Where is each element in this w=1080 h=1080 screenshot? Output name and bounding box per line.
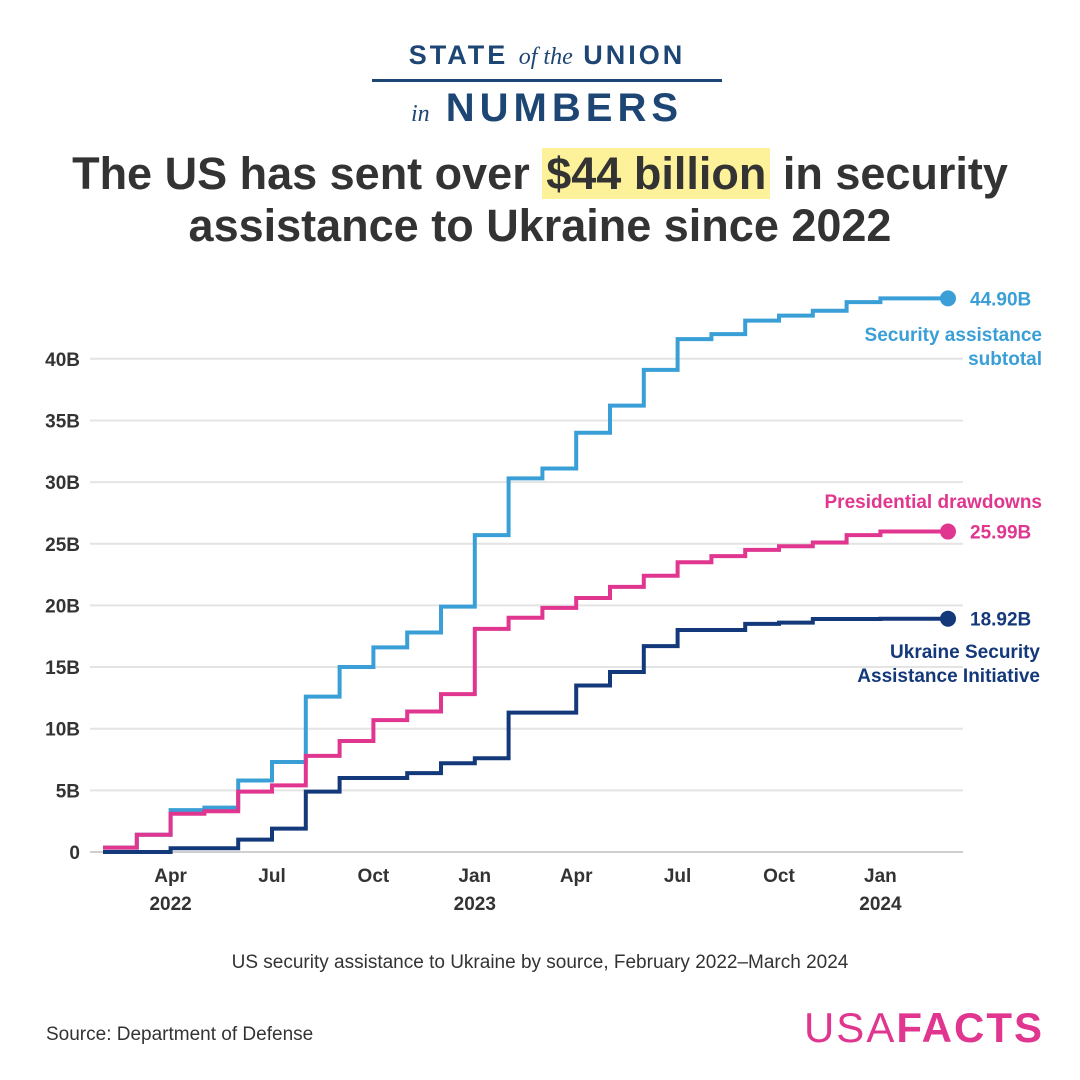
title-highlight: $44 billion	[542, 148, 771, 199]
logo-text: STATE	[408, 40, 509, 70]
y-tick-label: 25B	[45, 535, 80, 556]
x-tick-year: 2023	[454, 894, 496, 915]
logo-rule	[372, 79, 722, 82]
series-label: Security assistance	[865, 325, 1042, 346]
title-text: The US has sent over	[72, 148, 530, 199]
y-tick-label: 35B	[45, 411, 80, 432]
brand-text: FACTS	[896, 1004, 1044, 1051]
logo-text: of the	[518, 44, 573, 70]
title-text: in security assistance to Ukraine since …	[188, 148, 1008, 251]
series-label: Presidential drawdowns	[825, 492, 1043, 513]
chart-caption: US security assistance to Ukraine by sou…	[231, 952, 849, 973]
series-label: Ukraine Security	[890, 642, 1040, 663]
y-tick-label: 0	[69, 843, 80, 864]
x-tick-label: Jul	[664, 866, 691, 887]
x-tick-label: Apr	[154, 866, 187, 887]
x-tick-label: Apr	[560, 866, 593, 887]
x-tick-label: Jan	[458, 866, 491, 887]
logo-text: NUMBERS	[445, 86, 684, 130]
end-point-marker	[940, 610, 956, 627]
series-line-0	[103, 296, 948, 850]
brand-text: USA	[803, 1004, 897, 1051]
source-note: Source: Department of Defense	[46, 1024, 314, 1045]
x-tick-label: Jul	[258, 866, 285, 887]
y-tick-label: 40B	[45, 350, 80, 371]
y-tick-label: 10B	[45, 720, 80, 741]
y-tick-label: 5B	[56, 781, 80, 802]
y-tick-label: 30B	[45, 473, 80, 494]
x-tick-label: Oct	[763, 866, 795, 887]
x-tick-label: Jan	[864, 866, 897, 887]
end-point-marker	[940, 290, 956, 307]
x-tick-label: Oct	[358, 866, 390, 887]
chart-title: The US has sent over $44 billion in secu…	[0, 148, 1080, 252]
y-tick-label: 20B	[45, 596, 80, 617]
series-line-2	[103, 616, 948, 854]
series-line-1	[103, 529, 948, 850]
series-label: subtotal	[968, 349, 1042, 370]
logo-text: UNION	[583, 40, 686, 70]
logo: STATE of the UNION in NUMBERS	[372, 40, 722, 134]
series-label: Assistance Initiative	[857, 666, 1040, 687]
logo-text: in	[410, 101, 430, 127]
end-value-label: 25.99B	[970, 523, 1031, 544]
x-tick-year: 2024	[859, 894, 902, 915]
y-tick-label: 15B	[45, 658, 80, 679]
brand-logo: USAFACTS	[804, 1004, 1044, 1052]
x-tick-year: 2022	[149, 894, 191, 915]
end-value-label: 18.92B	[970, 610, 1031, 631]
end-point-marker	[940, 523, 956, 540]
end-value-label: 44.90B	[970, 289, 1031, 310]
